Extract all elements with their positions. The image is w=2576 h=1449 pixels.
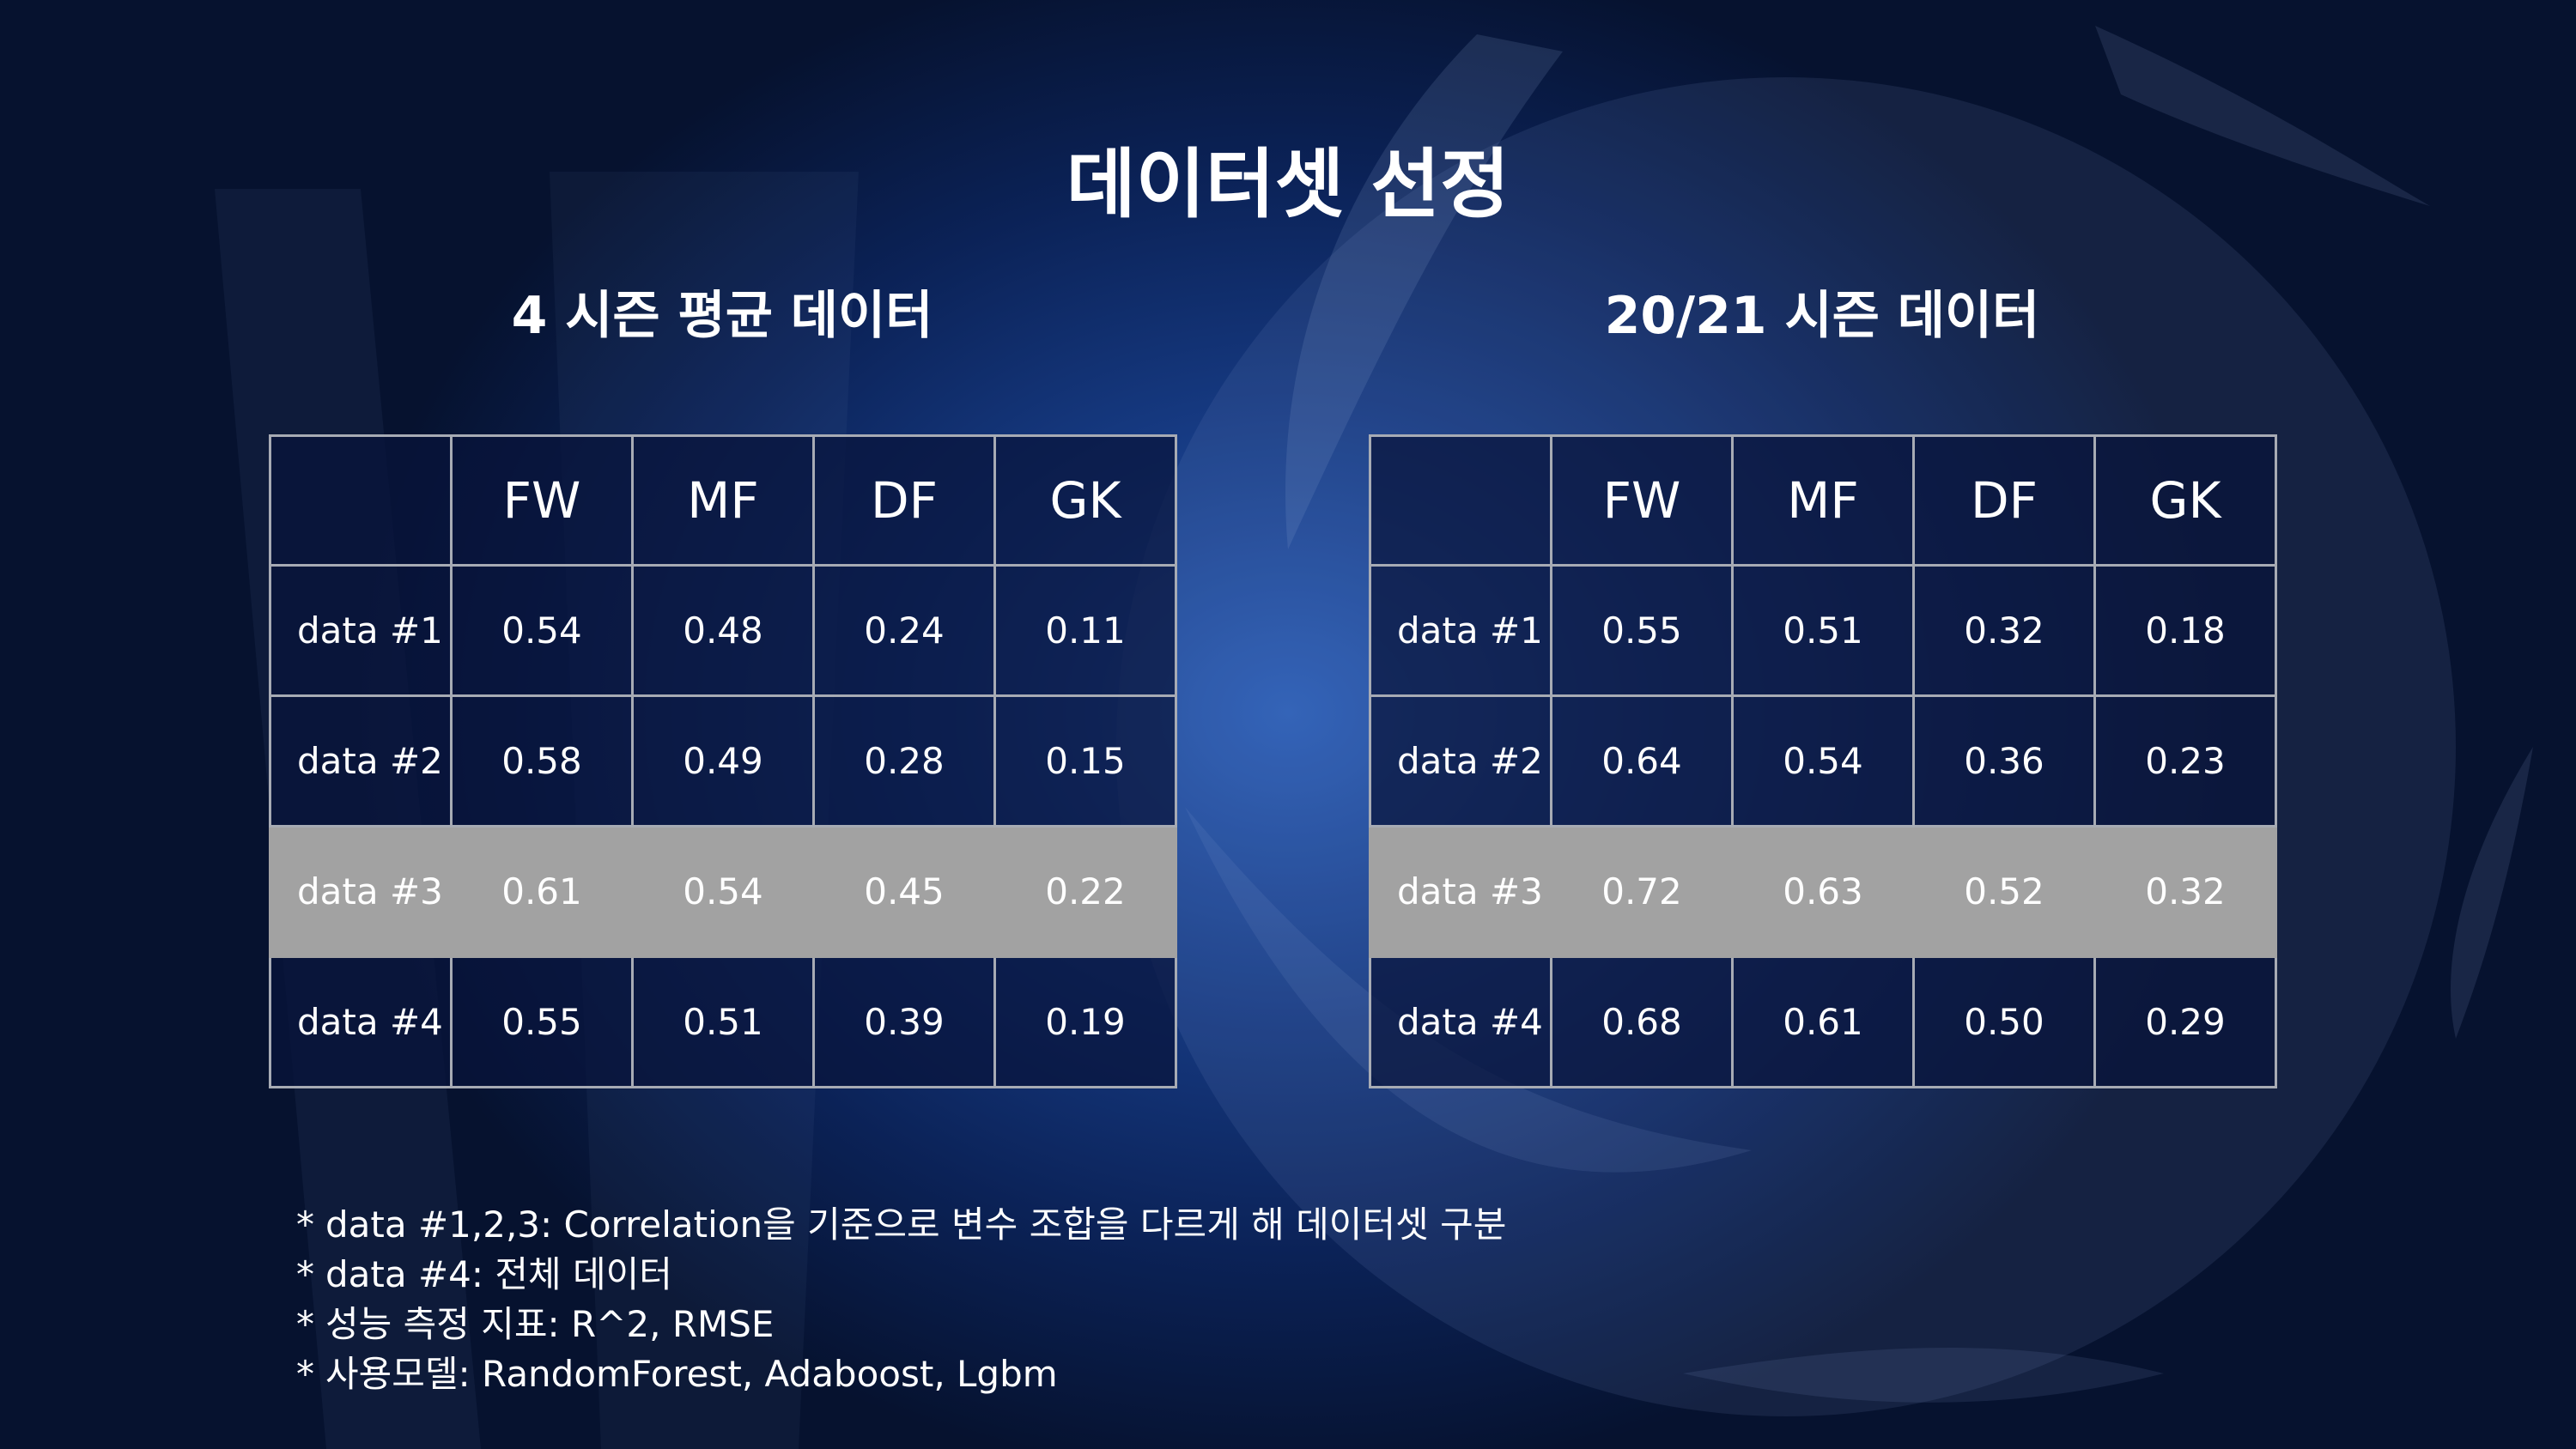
footnote-line: * data #1,2,3: Correlation을 기준으로 변수 조합을 다… [296, 1200, 1506, 1250]
cell-fw: 0.72 [1550, 825, 1734, 958]
bg-swoosh-bottom [1185, 807, 1752, 1173]
footnote-text: 사용모델: RandomForest, Adaboost, Lgbm [325, 1353, 1058, 1395]
cell-fw: 0.58 [450, 694, 634, 828]
slide-title: 데이터셋 선정 [1066, 140, 1510, 228]
table-row: data #2 0.64 0.54 0.36 0.23 [1369, 694, 2277, 828]
cell-fw: 0.54 [450, 564, 634, 697]
bg-swoosh-right-low [2451, 747, 2533, 1039]
table-header-row: FW MF DF GK [1369, 434, 2277, 567]
cell-gk: 0.11 [993, 564, 1177, 697]
bullet-asterisk: * [296, 1203, 314, 1246]
table-row-highlighted: data #3 0.61 0.54 0.45 0.22 [269, 825, 1177, 958]
header-df: DF [1912, 434, 2096, 567]
table-row: data #1 0.54 0.48 0.24 0.11 [269, 564, 1177, 697]
row-label: data #2 [1369, 694, 1552, 828]
header-mf: MF [631, 434, 815, 567]
right-table-caption: 20/21 시즌 데이터 [1604, 286, 2040, 346]
footnote-text: data #1,2,3: Correlation을 기준으로 변수 조합을 다르… [325, 1203, 1507, 1246]
cell-fw: 0.55 [1550, 564, 1734, 697]
table-row-highlighted: data #3 0.72 0.63 0.52 0.32 [1369, 825, 2277, 958]
cell-gk: 0.23 [2093, 694, 2277, 828]
cell-gk: 0.18 [2093, 564, 2277, 697]
cell-mf: 0.61 [1731, 955, 1915, 1088]
row-label: data #1 [269, 564, 453, 697]
cell-mf: 0.63 [1731, 825, 1915, 958]
footnote-line: * data #4: 전체 데이터 [296, 1250, 1506, 1300]
four-season-average-table: FW MF DF GK data #1 0.54 0.48 0.24 0.11 … [269, 434, 1177, 1088]
cell-df: 0.28 [812, 694, 996, 828]
cell-df: 0.39 [812, 955, 996, 1088]
row-label: data #4 [1369, 955, 1552, 1088]
cell-fw: 0.68 [1550, 955, 1734, 1088]
bullet-asterisk: * [296, 1253, 314, 1295]
cell-gk: 0.19 [993, 955, 1177, 1088]
table-header-row: FW MF DF GK [269, 434, 1177, 567]
table-row: data #4 0.55 0.51 0.39 0.19 [269, 955, 1177, 1088]
header-gk: GK [993, 434, 1177, 567]
cell-df: 0.45 [812, 825, 996, 958]
header-corner [269, 434, 453, 567]
cell-fw: 0.64 [1550, 694, 1734, 828]
footnote-text: 성능 측정 지표: R^2, RMSE [325, 1303, 775, 1345]
cell-gk: 0.15 [993, 694, 1177, 828]
cell-mf: 0.54 [631, 825, 815, 958]
cell-gk: 0.32 [2093, 825, 2277, 958]
row-label: data #3 [269, 825, 453, 958]
left-table-caption: 4 시즌 평균 데이터 [511, 286, 933, 346]
cell-df: 0.50 [1912, 955, 2096, 1088]
cell-mf: 0.51 [631, 955, 815, 1088]
bg-swoosh-base [1683, 1348, 2164, 1403]
cell-mf: 0.54 [1731, 694, 1915, 828]
header-corner [1369, 434, 1552, 567]
bullet-asterisk: * [296, 1353, 314, 1395]
cell-fw: 0.61 [450, 825, 634, 958]
row-label: data #3 [1369, 825, 1552, 958]
cell-df: 0.32 [1912, 564, 2096, 697]
header-mf: MF [1731, 434, 1915, 567]
footnote-text: data #4: 전체 데이터 [325, 1253, 672, 1295]
cell-gk: 0.29 [2093, 955, 2277, 1088]
bg-swoosh-top [1285, 34, 1563, 549]
cell-gk: 0.22 [993, 825, 1177, 958]
cell-df: 0.24 [812, 564, 996, 697]
footnotes: * data #1,2,3: Correlation을 기준으로 변수 조합을 다… [296, 1200, 1506, 1399]
table-row: data #4 0.68 0.61 0.50 0.29 [1369, 955, 2277, 1088]
header-gk: GK [2093, 434, 2277, 567]
header-fw: FW [450, 434, 634, 567]
header-df: DF [812, 434, 996, 567]
cell-fw: 0.55 [450, 955, 634, 1088]
header-fw: FW [1550, 434, 1734, 567]
cell-df: 0.52 [1912, 825, 2096, 958]
table-row: data #1 0.55 0.51 0.32 0.18 [1369, 564, 2277, 697]
table-row: data #2 0.58 0.49 0.28 0.15 [269, 694, 1177, 828]
cell-df: 0.36 [1912, 694, 2096, 828]
cell-mf: 0.48 [631, 564, 815, 697]
bg-swoosh-right [2095, 26, 2430, 206]
bullet-asterisk: * [296, 1303, 314, 1345]
row-label: data #1 [1369, 564, 1552, 697]
cell-mf: 0.51 [1731, 564, 1915, 697]
cell-mf: 0.49 [631, 694, 815, 828]
footnote-line: * 성능 측정 지표: R^2, RMSE [296, 1300, 1506, 1349]
row-label: data #4 [269, 955, 453, 1088]
footnote-line: * 사용모델: RandomForest, Adaboost, Lgbm [296, 1349, 1506, 1399]
season-2021-table: FW MF DF GK data #1 0.55 0.51 0.32 0.18 … [1369, 434, 2277, 1088]
row-label: data #2 [269, 694, 453, 828]
